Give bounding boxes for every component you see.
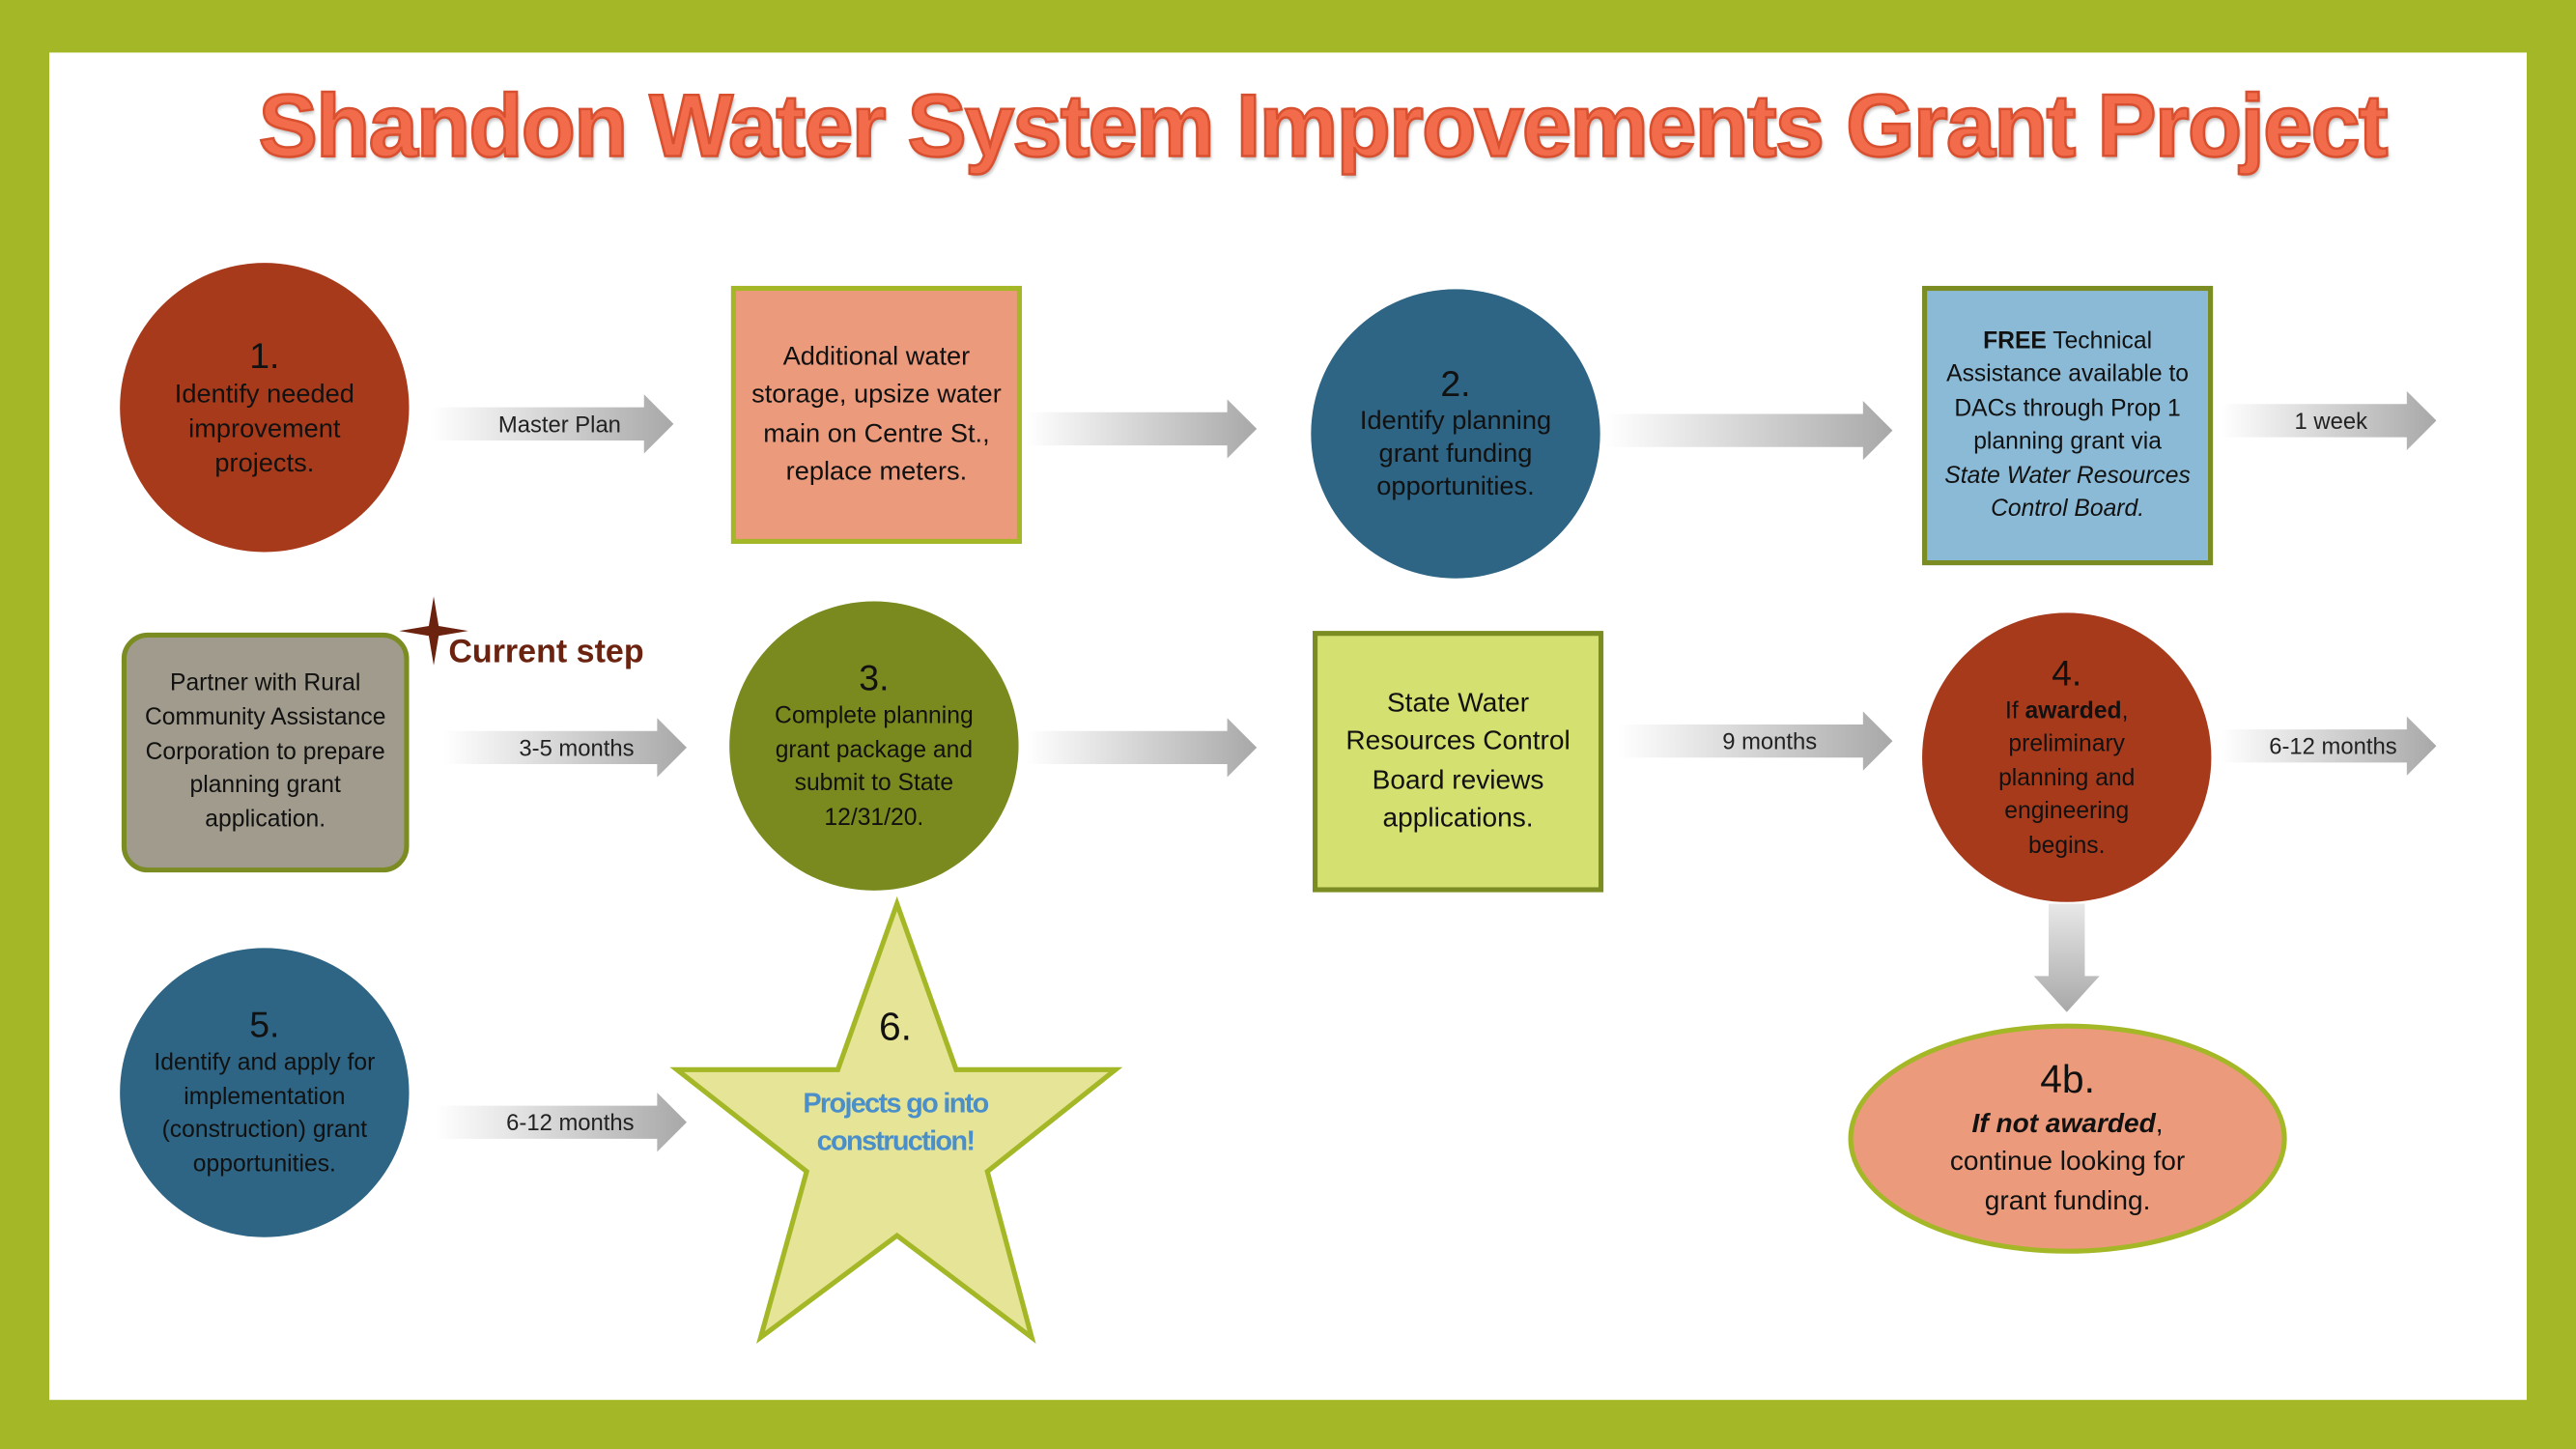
step-text: Identify needed improvement projects. [174,380,354,478]
arrow-to-step-2 [1027,399,1258,459]
arrow-shape [443,718,687,778]
ta-agency: State Water Resources Control Board. [1944,462,2191,523]
step-6-number: 6. [878,1005,912,1050]
arrow-shape [1606,401,1893,461]
step-text: Identify planning grant funding opportun… [1359,407,1552,501]
step-text: If awarded, preliminary planning and eng… [1976,695,2157,863]
current-step-label: Current step [448,634,644,670]
step-3-circle: 3. Complete planning grant package and s… [729,601,1019,891]
partner-box: Partner with Rural Community Assistance … [121,632,410,873]
ta-text: FREE Technical Assistance available to D… [1943,325,2192,526]
step-1-circle: 1. Identify needed improvement projects. [120,263,410,553]
arrow-shape [430,394,674,454]
arrow-to-review [1027,718,1258,778]
arrow-shape [1618,711,1893,771]
review-text: State Water Resources Control Board revi… [1345,687,1571,834]
arrow-label: Master Plan [497,411,621,438]
arrow-shape [2221,390,2437,451]
four-point-star-icon [399,596,468,666]
page-title: Shandon Water System Improvements Grant … [257,76,2389,178]
step-number: 1. [249,334,280,376]
arrow-label: 6-12 months [2269,732,2397,759]
arrow-label: 9 months [1722,727,1818,754]
text-part: , preliminary planning and engineering b… [1998,697,2136,860]
arrow-shape [2221,716,2437,776]
step-4b-ellipse: 4b. If not awarded, continue looking for… [1848,1023,2287,1254]
projects-box: Additional water storage, upsize water m… [730,285,1022,544]
text-part: , continue looking for grant funding. [1949,1108,2186,1216]
free-label: FREE [1983,327,2047,355]
arrow-shape [1027,399,1258,459]
step-number: 5. [249,1004,280,1045]
arrow-6-12-months-right: 6-12 months [2221,716,2437,776]
step-4-circle: 4. If awarded, preliminary planning and … [1922,612,2212,902]
partner-text: Partner with Rural Community Assistance … [144,670,386,834]
arrow-3-5-months: 3-5 months [443,718,687,778]
text-part: If [2004,697,2025,724]
awarded-label: awarded [2024,697,2122,724]
step-number: 4. [2052,651,2082,694]
arrow-to-ta-box [1606,401,1893,461]
not-awarded-label: If not awarded [1971,1108,2156,1139]
technical-assistance-box: FREE Technical Assistance available to D… [1922,285,2214,566]
ta-text-main: Technical Assistance available to DACs t… [1946,327,2190,456]
arrow-master-plan: Master Plan [430,394,674,454]
arrow-shape [435,1093,687,1152]
arrow-label: 1 week [2294,407,2367,435]
arrow-1-week: 1 week [2221,390,2437,451]
arrow-9-months: 9 months [1618,711,1893,771]
arrow-6-12-months-bottom: 6-12 months [435,1093,687,1152]
step-number: 4b. [2040,1057,2095,1102]
step-text: Identify and apply for implementation (c… [154,1049,376,1178]
step-number: 2. [1440,362,1471,405]
step-2-circle: 2. Identify planning grant funding oppor… [1311,289,1600,579]
review-box: State Water Resources Control Board revi… [1313,631,1604,893]
arrow-label: 3-5 months [519,734,635,761]
down-arrow [2033,903,2100,1012]
projects-text: Additional water storage, upsize water m… [751,342,1002,487]
step-text: Complete planning grant package and subm… [775,702,974,831]
step-5-circle: 5. Identify and apply for implementation… [120,948,410,1237]
step-6-text: Projects go into construction! [803,1087,989,1157]
arrow-label: 6-12 months [506,1109,635,1136]
step-text: If not awarded, continue looking for gra… [1920,1105,2216,1221]
step-number: 3. [859,657,890,698]
step-6-star [669,895,1123,1345]
arrow-shape [1027,718,1258,778]
